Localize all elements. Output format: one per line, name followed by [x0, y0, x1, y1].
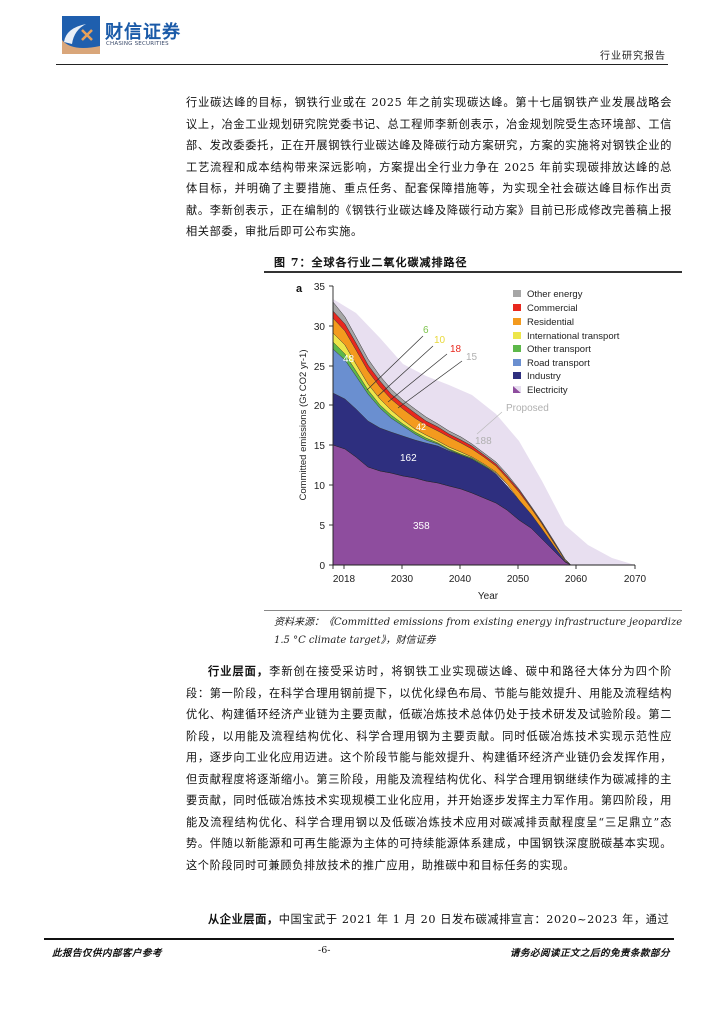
- footer-disclaimer-left: 此报告仅供内部客户参考: [52, 948, 163, 959]
- label-residential-42: 42: [416, 422, 426, 432]
- figure-source: 资料来源：《Committed emissions from existing …: [274, 617, 683, 646]
- figure-title: 图 7：全球各行业二氧化碳减排路径: [274, 256, 468, 269]
- svg-text:Electricity: Electricity: [527, 385, 568, 396]
- header-divider: [56, 64, 668, 65]
- series-other-energy: [332, 301, 572, 566]
- footer-disclaimer-right: 请务必阅读正文之后的免责条款部分: [509, 948, 670, 959]
- svg-text:10: 10: [314, 481, 326, 492]
- y-tick-labels: 35 30 25 20 15 10 5 0: [314, 282, 326, 572]
- svg-text:Residential: Residential: [527, 317, 574, 328]
- chasing-logo-icon: [62, 16, 100, 54]
- svg-text:2060: 2060: [565, 574, 588, 585]
- callout-lines: [366, 335, 503, 435]
- label-proposed: Proposed: [506, 403, 549, 414]
- svg-text:0: 0: [319, 561, 325, 572]
- svg-text:15: 15: [314, 441, 326, 452]
- y-axis-title: Committed emissions (Gt CO2 yr-1): [298, 350, 309, 501]
- label-intl-transport-10: 10: [434, 335, 446, 346]
- label-other-energy-15: 15: [466, 352, 478, 363]
- label-road-48: 48: [343, 354, 355, 365]
- panel-label: a: [296, 283, 303, 295]
- label-proposed-188: 188: [475, 436, 492, 447]
- figure-top-rule: [264, 271, 682, 273]
- report-type: 行业研究报告: [600, 51, 666, 62]
- body-paragraph-2: 行业层面，李新创在接受采访时，将钢铁工业实现碳达峰、碳中和路径大体分为四个阶段：…: [186, 661, 672, 876]
- emissions-area-chart: 6 10 18 15 48 42 162 358 188 Proposed 35…: [296, 282, 647, 602]
- label-electricity-358: 358: [413, 521, 430, 532]
- chart-axes: [329, 285, 636, 569]
- svg-text:International transport: International transport: [527, 331, 620, 342]
- svg-text:5: 5: [319, 521, 325, 532]
- svg-text:30: 30: [314, 322, 326, 333]
- label-other-transport-6: 6: [423, 325, 429, 336]
- x-axis-title: Year: [478, 591, 499, 602]
- svg-text:20: 20: [314, 401, 326, 412]
- svg-text:Other transport: Other transport: [527, 344, 591, 355]
- paragraph-2-text: 李新创在接受采访时，将钢铁工业实现碳达峰、碳中和路径大体分为四个阶段：第一阶段，…: [186, 665, 672, 872]
- logo-english-name: CHASING SECURITIES: [106, 41, 169, 47]
- figure-bottom-rule: [264, 610, 682, 611]
- svg-text:2050: 2050: [507, 574, 530, 585]
- chart-legend: Other energy Commercial Residential Inte…: [513, 289, 620, 396]
- label-industry-162: 162: [400, 453, 417, 464]
- logo-chinese-name: 财信证券: [105, 22, 181, 43]
- footer-divider: [44, 938, 674, 940]
- svg-text:Other energy: Other energy: [527, 289, 583, 300]
- company-logo: 财信证券 CHASING SECURITIES: [62, 16, 182, 54]
- svg-text:Industry: Industry: [527, 371, 561, 382]
- svg-text:Commercial: Commercial: [527, 303, 578, 314]
- paragraph-3-lead: 从企业层面，: [208, 912, 279, 926]
- body-paragraph-1: 行业碳达峰的目标，钢铁行业或在 2025 年之前实现碳达峰。第十七届钢铁产业发展…: [186, 96, 672, 238]
- svg-text:25: 25: [314, 362, 326, 373]
- page-number: -6-: [318, 945, 331, 956]
- body-paragraph-3: 从企业层面，中国宝武于 2021 年 1 月 20 日发布碳减排宣言：2020~…: [186, 909, 672, 931]
- svg-text:2040: 2040: [449, 574, 472, 585]
- svg-text:2018: 2018: [333, 574, 356, 585]
- label-commercial-18: 18: [450, 344, 462, 355]
- paragraph-3-text: 中国宝武于 2021 年 1 月 20 日发布碳减排宣言：2020~2023 年…: [278, 913, 670, 926]
- svg-text:Road transport: Road transport: [527, 358, 590, 369]
- svg-text:2070: 2070: [624, 574, 647, 585]
- paragraph-2-lead: 行业层面，: [208, 664, 270, 678]
- svg-text:2030: 2030: [391, 574, 414, 585]
- x-tick-labels: 2018 2030 2040 2050 2060 2070: [333, 574, 647, 585]
- svg-text:35: 35: [314, 282, 326, 293]
